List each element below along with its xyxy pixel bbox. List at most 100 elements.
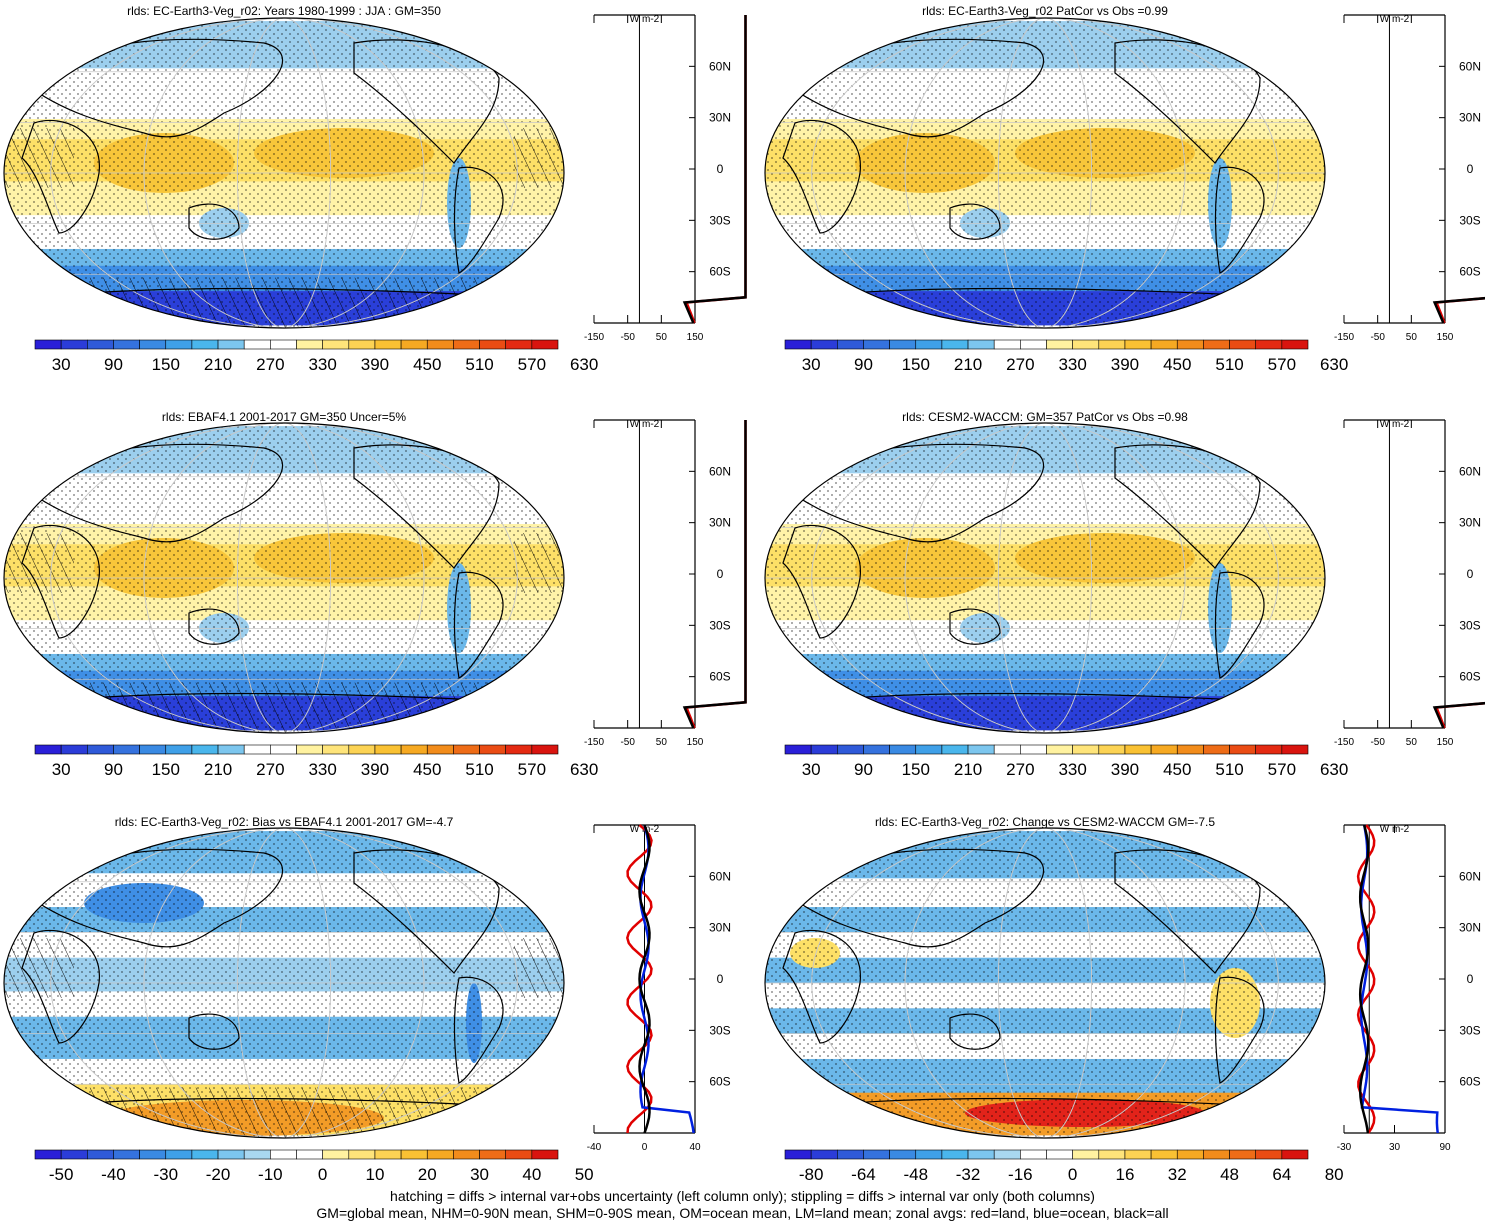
lat-label: 60N <box>1459 869 1481 883</box>
lat-label: 30S <box>1459 1023 1480 1037</box>
lat-label: 0 <box>1467 567 1474 581</box>
panel-top-right: rlds: EC-Earth3-Veg_r02 PatCor vs Obs =0… <box>750 0 1485 400</box>
colorbar-label: -32 <box>956 1165 981 1184</box>
zonal-xtick: 50 <box>1406 332 1418 343</box>
colorbar-label: 48 <box>1220 1165 1239 1184</box>
lat-label: 30N <box>1459 111 1481 125</box>
colorbar-swatch <box>297 745 323 754</box>
colorbar-label: -30 <box>153 1165 178 1184</box>
lat-label: 60S <box>1459 1075 1480 1089</box>
colorbar-label: 330 <box>308 760 336 779</box>
colorbar-swatch <box>1151 745 1177 754</box>
colorbar-label: 210 <box>204 355 232 374</box>
colorbar-swatch <box>166 1150 192 1159</box>
colorbar-label: -20 <box>206 1165 231 1184</box>
colorbar-swatch <box>401 340 427 349</box>
colorbar-swatch <box>1020 1150 1046 1159</box>
colorbar-label: 510 <box>465 355 493 374</box>
lat-label: 30N <box>709 921 731 935</box>
colorbar-swatch <box>942 340 968 349</box>
colorbar-label: 30 <box>802 355 821 374</box>
colorbar-swatch <box>453 340 479 349</box>
colorbar-swatch <box>349 745 375 754</box>
colorbar-swatch <box>863 340 889 349</box>
colorbar-swatch <box>1020 340 1046 349</box>
colorbar-swatch <box>1282 745 1308 754</box>
zonal-xtick: 150 <box>687 737 704 748</box>
colorbar-swatch <box>785 340 811 349</box>
lat-label: 60S <box>709 670 730 684</box>
colorbar-label: -16 <box>1008 1165 1033 1184</box>
colorbar-swatch <box>140 745 166 754</box>
colorbar-swatch <box>811 340 837 349</box>
zonal-xtick: -50 <box>620 737 635 748</box>
lat-label: 60N <box>709 869 731 883</box>
colorbar-swatch <box>35 340 61 349</box>
colorbar-swatch <box>785 745 811 754</box>
zonal-xtick: 0 <box>642 1142 648 1153</box>
colorbar-label: 90 <box>854 355 873 374</box>
colorbar-label: 270 <box>256 355 284 374</box>
colorbar-swatch <box>890 340 916 349</box>
zonal-xtick: 40 <box>689 1142 701 1153</box>
colorbar-label: 210 <box>954 355 982 374</box>
colorbar-swatch <box>942 1150 968 1159</box>
colorbar-swatch <box>453 745 479 754</box>
lat-label: 60S <box>1459 265 1480 279</box>
colorbar-swatch <box>427 340 453 349</box>
hatching <box>4 938 74 998</box>
colorbar-label: 30 <box>470 1165 489 1184</box>
colorbar-swatch <box>1256 1150 1282 1159</box>
lat-label: 30N <box>1459 921 1481 935</box>
panel-top-left: rlds: EC-Earth3-Veg_r02: Years 1980-1999… <box>0 0 742 400</box>
colorbar-swatch <box>916 745 942 754</box>
zonal-xtick: 50 <box>1406 737 1418 748</box>
zonal-xtick: -150 <box>584 737 604 748</box>
colorbar-swatch <box>297 1150 323 1159</box>
colorbar-swatch <box>1151 1150 1177 1159</box>
colorbar-swatch <box>1177 340 1203 349</box>
lat-label: 30N <box>1459 516 1481 530</box>
colorbar-swatch <box>218 340 244 349</box>
colorbar-label: 270 <box>256 760 284 779</box>
colorbar-label: 390 <box>1111 355 1139 374</box>
map-field <box>765 423 1325 733</box>
colorbar-swatch <box>1099 745 1125 754</box>
colorbar-swatch <box>480 1150 506 1159</box>
colorbar-swatch <box>87 1150 113 1159</box>
colorbar-label: 510 <box>1215 760 1243 779</box>
colorbar-swatch <box>192 1150 218 1159</box>
colorbar-label: 390 <box>361 355 389 374</box>
zonal-xtick: -50 <box>1370 737 1385 748</box>
colorbar-swatch <box>1073 340 1099 349</box>
map-field <box>765 828 1325 1138</box>
colorbar-label: 570 <box>1268 760 1296 779</box>
colorbar-swatch <box>506 1150 532 1159</box>
colorbar-swatch <box>863 1150 889 1159</box>
lat-label: 30S <box>1459 213 1480 227</box>
panel-mid-left: rlds: EBAF4.1 2001-2017 GM=350 Uncer=5% … <box>0 405 742 805</box>
colorbar-swatch <box>1203 745 1229 754</box>
zonal-curve <box>1361 825 1438 1133</box>
zonal-xtick: -150 <box>1334 332 1354 343</box>
colorbar-swatch <box>532 745 558 754</box>
colorbar-swatch <box>916 1150 942 1159</box>
colorbar-label: 30 <box>802 760 821 779</box>
colorbar-swatch <box>506 745 532 754</box>
colorbar-swatch <box>113 1150 139 1159</box>
colorbar-swatch <box>1256 745 1282 754</box>
colorbar-label: 10 <box>365 1165 384 1184</box>
colorbar-swatch <box>942 745 968 754</box>
lat-label: 60N <box>709 59 731 73</box>
colorbar-swatch <box>1020 745 1046 754</box>
map-field <box>765 18 1325 328</box>
lat-label: 30S <box>709 618 730 632</box>
colorbar-swatch <box>890 745 916 754</box>
panel-bottom-right: rlds: EC-Earth3-Veg_r02: Change vs CESM2… <box>750 810 1485 1190</box>
